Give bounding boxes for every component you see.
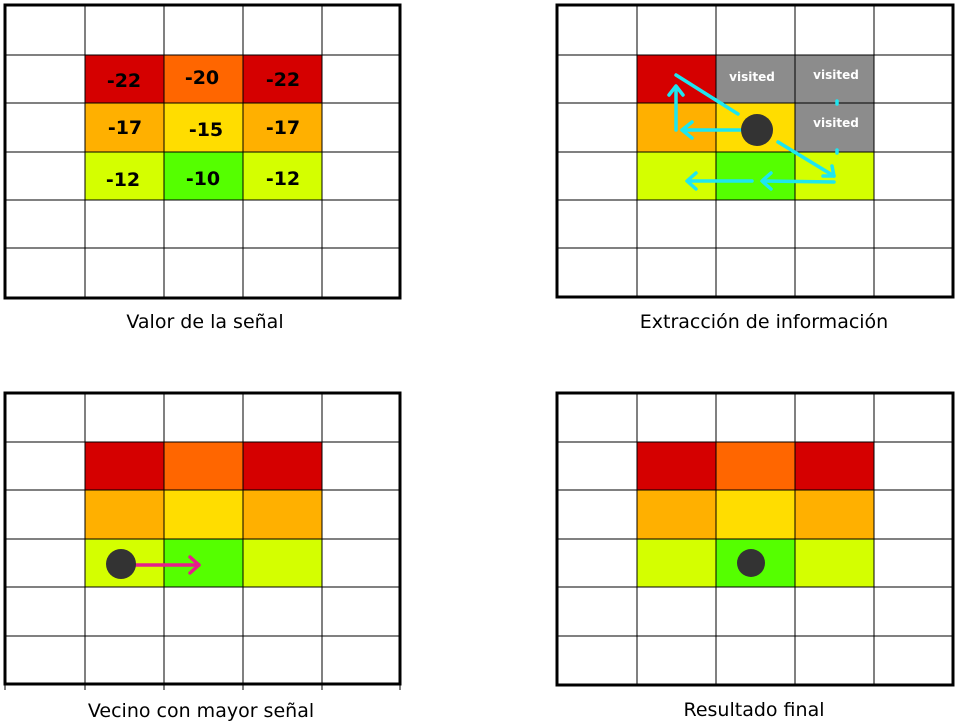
extraction-cell-visited — [716, 55, 795, 103]
path-arrowhead — [821, 164, 836, 178]
extraction-cell-r2c0 — [637, 152, 716, 200]
caption-signal-value: Valor de la señal — [126, 311, 283, 333]
neighbor-cell-r2c2 — [243, 539, 322, 587]
signal-value: -15 — [189, 119, 223, 141]
path-arrow — [674, 73, 740, 116]
caption-final-result: Resultado final — [683, 699, 824, 721]
path-arrowhead — [680, 120, 694, 140]
signal-cell-r1c2 — [243, 103, 322, 152]
result-cell-r2c0 — [637, 539, 716, 587]
result-cell-r1c1 — [716, 490, 795, 539]
grid-border — [555, 391, 955, 687]
final-position-dot — [737, 549, 765, 577]
extraction-cell-visited — [795, 103, 874, 152]
signal-cell-r1c0 — [85, 103, 164, 152]
panel-best-neighbor: Vecino con mayor señal — [3, 391, 402, 722]
grid-lines — [5, 5, 400, 298]
panel-information-extraction: visited visited visited Extracción de in… — [555, 3, 955, 333]
signal-value: -12 — [266, 168, 300, 190]
exploration-path — [667, 73, 839, 191]
visited-label: visited — [813, 68, 859, 82]
current-position-dot — [106, 549, 136, 579]
result-cell-r1c2 — [795, 490, 874, 539]
visited-label: visited — [729, 70, 775, 84]
result-cell-r0c0 — [637, 442, 716, 490]
result-cell-r2c2 — [795, 539, 874, 587]
current-position-dot — [741, 114, 773, 146]
path-arrowhead — [760, 171, 773, 191]
panel-signal-value: -22 -20 -22 -17 -15 -17 -12 -10 -12 Valo… — [3, 3, 402, 333]
signal-cell-r2c1 — [164, 152, 243, 200]
grid-border — [555, 3, 955, 299]
signal-value: -22 — [266, 69, 300, 91]
signal-value: -17 — [108, 117, 142, 139]
signal-value: -20 — [185, 67, 219, 89]
signal-value: -22 — [107, 70, 141, 92]
caption-information-extraction: Extracción de información — [640, 311, 888, 333]
signal-value: -10 — [186, 168, 220, 190]
path-arrow — [761, 179, 836, 184]
result-cell-r1c0 — [637, 490, 716, 539]
neighbor-cell-r1c0 — [85, 490, 164, 539]
signal-value: -12 — [106, 169, 140, 191]
grid-lines — [557, 5, 953, 297]
grid-border — [3, 3, 402, 300]
extraction-cell-visited — [795, 55, 874, 103]
signal-cell-r2c0 — [85, 152, 164, 200]
grid-lines — [557, 393, 953, 685]
signal-value: -17 — [266, 117, 300, 139]
neighbor-cell-r0c0 — [85, 442, 164, 490]
caption-best-neighbor: Vecino con mayor señal — [88, 700, 314, 722]
path-arrow — [776, 140, 836, 178]
result-cell-r0c2 — [795, 442, 874, 490]
neighbor-cell-r0c1 — [164, 442, 243, 490]
grid-border — [3, 391, 402, 686]
path-arrowhead — [667, 84, 685, 97]
result-cell-r0c1 — [716, 442, 795, 490]
signal-cell-r2c2 — [243, 152, 322, 200]
signal-cell-r0c0 — [85, 55, 164, 103]
visited-label: visited — [813, 116, 859, 130]
path-arrowhead — [685, 171, 698, 191]
neighbor-cell-r2c1 — [164, 539, 243, 587]
neighbor-cell-r1c1 — [164, 490, 243, 539]
signal-cell-r1c1 — [164, 103, 243, 152]
signal-cell-r0c1 — [164, 55, 243, 103]
neighbor-cell-r0c2 — [243, 442, 322, 490]
signal-cell-r0c2 — [243, 55, 322, 103]
panel-final-result: Resultado final — [555, 391, 955, 721]
neighbor-cell-r1c2 — [243, 490, 322, 539]
extraction-cell-r2c1 — [716, 152, 795, 200]
